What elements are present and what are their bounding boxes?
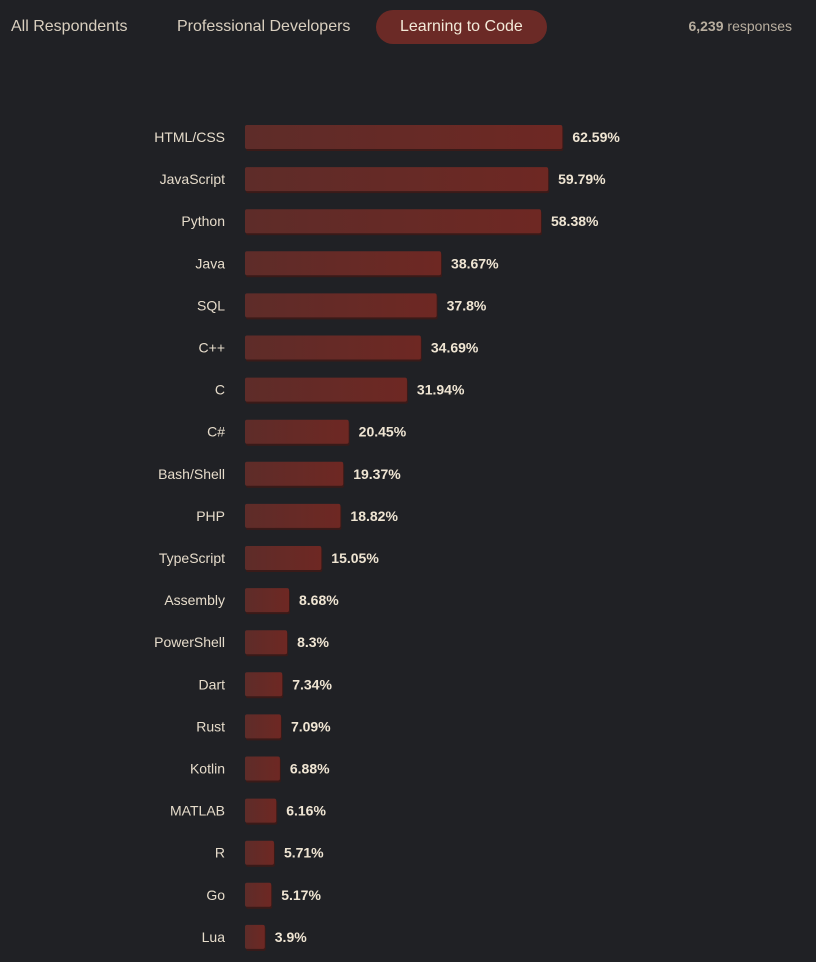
category-label: C bbox=[215, 382, 225, 398]
value-label: 8.68% bbox=[299, 592, 339, 608]
value-label: 6.16% bbox=[286, 803, 326, 819]
bar bbox=[245, 546, 322, 570]
value-label: 37.8% bbox=[447, 297, 487, 313]
bar bbox=[245, 630, 288, 655]
bar bbox=[245, 714, 281, 739]
bar bbox=[245, 293, 437, 318]
value-label: 19.37% bbox=[353, 466, 401, 482]
respondent-tabs: All Respondents Professional Developers … bbox=[0, 10, 816, 44]
value-label: 58.38% bbox=[551, 213, 599, 229]
bar bbox=[245, 419, 349, 444]
value-label: 18.82% bbox=[350, 508, 398, 524]
value-label: 38.67% bbox=[451, 255, 499, 271]
tab-all-respondents[interactable]: All Respondents bbox=[11, 18, 128, 35]
bar bbox=[245, 882, 272, 907]
value-label: 5.17% bbox=[281, 887, 321, 903]
value-label: 5.71% bbox=[284, 845, 324, 861]
bar bbox=[245, 798, 277, 823]
bar bbox=[245, 503, 341, 528]
bar bbox=[245, 251, 442, 276]
category-label: HTML/CSS bbox=[154, 129, 225, 145]
value-label: 62.59% bbox=[572, 129, 620, 145]
bar bbox=[245, 209, 541, 234]
category-label: Assembly bbox=[164, 592, 225, 608]
category-label: C# bbox=[207, 424, 225, 440]
category-label: Lua bbox=[202, 929, 226, 945]
category-label: Go bbox=[206, 887, 225, 903]
value-label: 3.9% bbox=[275, 929, 307, 945]
tab-learning-to-code[interactable]: Learning to Code bbox=[376, 10, 547, 44]
category-label: PowerShell bbox=[154, 634, 225, 650]
category-label: Bash/Shell bbox=[158, 466, 225, 482]
category-label: Python bbox=[181, 213, 225, 229]
category-label: Rust bbox=[196, 718, 225, 734]
bar bbox=[245, 588, 290, 613]
bar bbox=[245, 377, 407, 402]
bar bbox=[245, 672, 283, 697]
category-label: JavaScript bbox=[160, 171, 225, 187]
value-label: 7.34% bbox=[292, 676, 332, 692]
category-label: SQL bbox=[197, 297, 225, 313]
bar bbox=[245, 125, 563, 149]
category-label: Java bbox=[195, 255, 225, 271]
category-label: Dart bbox=[199, 676, 226, 692]
category-label: R bbox=[215, 845, 225, 861]
response-count: 6,239 responses bbox=[688, 18, 792, 34]
bar bbox=[245, 924, 265, 949]
category-label: Kotlin bbox=[190, 761, 225, 777]
bar bbox=[245, 756, 280, 781]
category-label: C++ bbox=[199, 340, 225, 356]
category-label: TypeScript bbox=[159, 550, 225, 566]
bar bbox=[245, 167, 549, 192]
value-label: 59.79% bbox=[558, 171, 606, 187]
category-label: MATLAB bbox=[170, 803, 225, 819]
value-label: 15.05% bbox=[331, 550, 379, 566]
category-label: PHP bbox=[196, 508, 225, 524]
bar bbox=[245, 840, 274, 865]
tab-professional-developers[interactable]: Professional Developers bbox=[177, 18, 351, 35]
response-count-value: 6,239 bbox=[688, 18, 724, 34]
value-label: 31.94% bbox=[417, 382, 465, 398]
value-label: 6.88% bbox=[290, 761, 330, 777]
bar bbox=[245, 335, 421, 360]
value-label: 34.69% bbox=[431, 340, 479, 356]
response-count-label: responses bbox=[727, 18, 792, 34]
value-label: 7.09% bbox=[291, 718, 331, 734]
value-label: 20.45% bbox=[359, 424, 407, 440]
bar bbox=[245, 461, 344, 486]
value-label: 8.3% bbox=[297, 634, 329, 650]
